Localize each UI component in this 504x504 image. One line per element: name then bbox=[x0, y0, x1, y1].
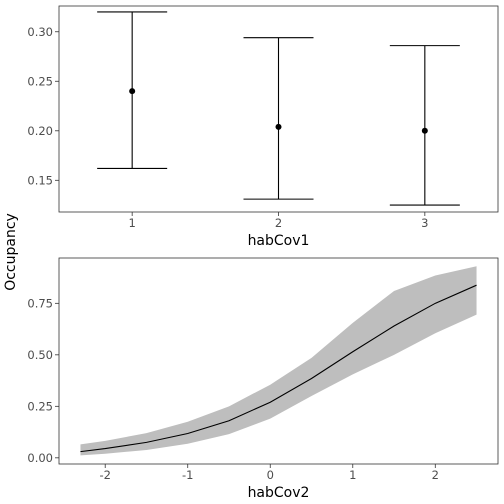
panel2-x-tick-label: -1 bbox=[182, 468, 193, 482]
panel1-y-tick-label: 0.30 bbox=[27, 25, 53, 39]
estimate-point bbox=[129, 88, 136, 95]
panel-habcov2: 0.00 0.25 0.50 0.75 -2 -1 0 1 2 habCov2 bbox=[27, 257, 499, 501]
estimate-point bbox=[275, 123, 282, 130]
panel1-y-tick-label: 0.20 bbox=[27, 124, 53, 138]
shared-y-axis-title: Occupancy bbox=[3, 213, 19, 291]
panel2-border bbox=[58, 257, 499, 465]
panel2-x-tick-label: 1 bbox=[349, 468, 356, 482]
panel2-line-group bbox=[80, 284, 477, 453]
panel2-y-ticks: 0.00 0.25 0.50 0.75 bbox=[27, 296, 59, 465]
panel1-marks bbox=[97, 11, 460, 206]
panel2-ribbon-group bbox=[80, 266, 477, 456]
estimate-point bbox=[421, 127, 428, 134]
panel1-x-axis-title: habCov1 bbox=[248, 233, 310, 249]
panel2-y-tick-label: 0.75 bbox=[27, 296, 53, 310]
panel2-x-axis-title: habCov2 bbox=[248, 485, 310, 501]
panel1-x-tick-label: 1 bbox=[129, 216, 136, 230]
panel2-x-tick-label: -2 bbox=[99, 468, 110, 482]
panel1-x-ticks: 1 2 3 bbox=[129, 212, 428, 230]
panel1-y-tick-label: 0.15 bbox=[27, 173, 53, 187]
panel-habcov1: 0.15 0.20 0.25 0.30 1 2 3 habCov1 bbox=[27, 5, 499, 249]
panel1-x-tick-label: 2 bbox=[275, 216, 282, 230]
panel2-x-tick-label: 0 bbox=[267, 468, 274, 482]
confidence-ribbon bbox=[80, 266, 477, 456]
panel2-y-tick-label: 0.00 bbox=[27, 451, 53, 465]
panel2-y-tick-label: 0.50 bbox=[27, 348, 53, 362]
panel2-x-ticks: -2 -1 0 1 2 bbox=[99, 464, 439, 482]
panel2-x-tick-label: 2 bbox=[432, 468, 439, 482]
panel1-y-tick-label: 0.25 bbox=[27, 74, 53, 88]
panel1-x-tick-label: 3 bbox=[421, 216, 428, 230]
panel1-y-ticks: 0.15 0.20 0.25 0.30 bbox=[27, 25, 59, 187]
occupancy-line bbox=[80, 284, 477, 453]
panel2-y-tick-label: 0.25 bbox=[27, 399, 53, 413]
